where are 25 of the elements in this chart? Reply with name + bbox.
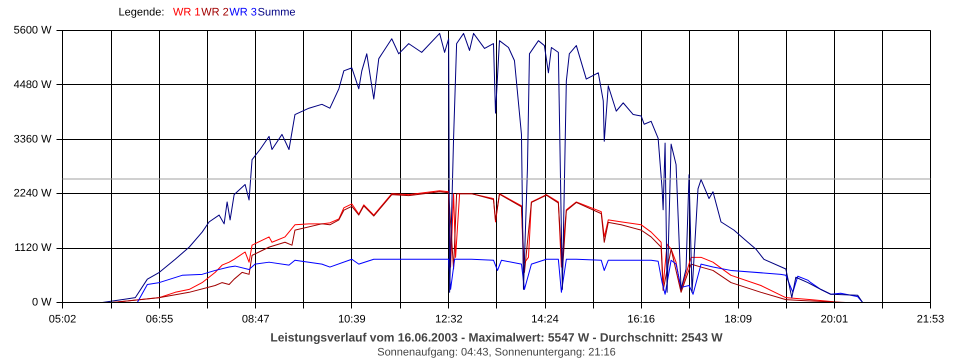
text: Sonnenaufgang: 04:43, Sonnenuntergang: 21:16 (377, 346, 616, 358)
y-tick-label: 1120 W (14, 242, 52, 254)
y-tick-label: 0 W (32, 296, 52, 308)
x-tick-label: 06:55 (146, 314, 174, 326)
x-tick-label: 08:47 (242, 314, 270, 326)
text: WR 1 (172, 6, 200, 18)
y-tick-label: 4480 W (14, 78, 52, 91)
x-tick-label: 20:01 (820, 314, 848, 326)
text: Leistungsverlauf vom 16.06.2003 - Maximalwert: 5547 W - Durchschnitt: 2543 W (270, 330, 724, 344)
text: WR 3 (229, 6, 257, 18)
x-tick-label: 12:32 (435, 314, 463, 326)
line-series (136, 258, 864, 302)
x-tick-label: 05:02 (48, 314, 76, 326)
x-tick-label: 16:16 (627, 314, 655, 326)
x-tick-label: 10:39 (338, 314, 366, 326)
y-tick-label: 3360 W (14, 133, 52, 146)
y-tick-label: 5600 W (14, 24, 52, 36)
x-tick-label: 18:09 (724, 314, 752, 326)
legend-title: Legende: (118, 6, 164, 18)
y-tick-label: 2240 W (14, 188, 52, 200)
text: WR 2 (201, 6, 229, 18)
x-tick-label: 21:53 (916, 314, 944, 326)
text: Summe (258, 6, 296, 18)
line-series (102, 32, 864, 302)
x-tick-label: 14:24 (531, 314, 559, 326)
